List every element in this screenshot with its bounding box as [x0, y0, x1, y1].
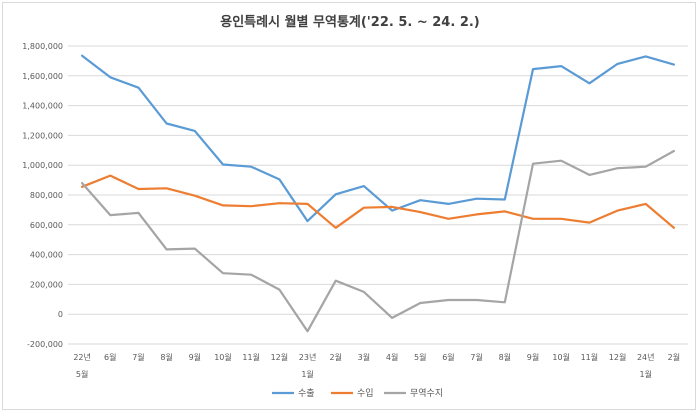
- series-lines: [80, 54, 676, 333]
- x-tick-label: 2월: [668, 352, 680, 362]
- x-tick-label: 2월: [330, 352, 342, 362]
- x-tick-label: 10월: [552, 352, 570, 362]
- legend-label: 수출: [298, 388, 315, 399]
- y-tick-label: 1,000,000: [22, 161, 63, 170]
- y-tick-label: 200,000: [30, 280, 63, 289]
- x-tick-label: 9월: [189, 352, 201, 362]
- x-tick-label-line2: 5월: [76, 369, 88, 379]
- x-tick-label: 8월: [499, 352, 511, 362]
- gridlines: [68, 45, 688, 345]
- x-tick-label: 6월: [104, 352, 116, 362]
- series-line-1: [80, 54, 676, 223]
- y-axis-tick-labels: 1,800,000 1,600,000 1,400,000 1,200,000 1,00…: [22, 42, 63, 349]
- x-tick-label: 10월: [214, 352, 232, 362]
- y-tick-label: 1,200,000: [22, 131, 63, 140]
- legend-label: 무역수지: [410, 388, 443, 399]
- x-tick-label: 23년: [299, 352, 317, 362]
- x-axis-tick-labels: 22년 5월 6월 7월 8월 9월 10월 11월 12월 23년 1월 2월 3월 4월 5월 6월 7월 8…: [73, 352, 680, 379]
- y-tick-label: 0: [58, 310, 63, 319]
- y-tick-label: 1,800,000: [22, 42, 63, 51]
- y-tick-label: -200,000: [27, 340, 63, 349]
- x-tick-label: 5월: [414, 352, 426, 362]
- y-tick-label: 600,000: [30, 221, 63, 230]
- x-tick-label: 22년: [73, 352, 91, 362]
- y-tick-label: 400,000: [30, 251, 63, 260]
- x-tick-label: 11월: [581, 352, 599, 362]
- chart-frame: [2, 2, 696, 410]
- x-tick-label: 12월: [271, 352, 289, 362]
- legend-label: 수입: [357, 387, 374, 399]
- x-tick-label: 7월: [132, 352, 144, 362]
- x-tick-label: 8월: [160, 352, 172, 362]
- x-tick-label-line2: 1월: [640, 369, 652, 379]
- chart-title: 용인특례시 월별 무역통계('22. 5. ~ 24. 2.): [220, 14, 480, 30]
- x-tick-label: 11월: [242, 352, 260, 362]
- x-tick-label: 4월: [386, 352, 398, 362]
- x-tick-label: 6월: [442, 352, 454, 362]
- x-tick-label: 7월: [470, 352, 482, 362]
- series-line-2: [80, 174, 676, 229]
- x-tick-label: 12월: [609, 352, 627, 362]
- series-line-3: [80, 149, 676, 333]
- y-tick-label: 1,400,000: [22, 102, 63, 111]
- x-tick-label: 9월: [527, 352, 539, 362]
- legend: 수출 수입 무역수지: [272, 387, 443, 399]
- x-tick-label-line2: 1월: [301, 369, 313, 379]
- y-tick-label: 800,000: [30, 191, 63, 200]
- x-tick-label: 3월: [358, 352, 370, 362]
- x-tick-label: 24년: [637, 352, 655, 362]
- y-tick-label: 1,600,000: [22, 72, 63, 81]
